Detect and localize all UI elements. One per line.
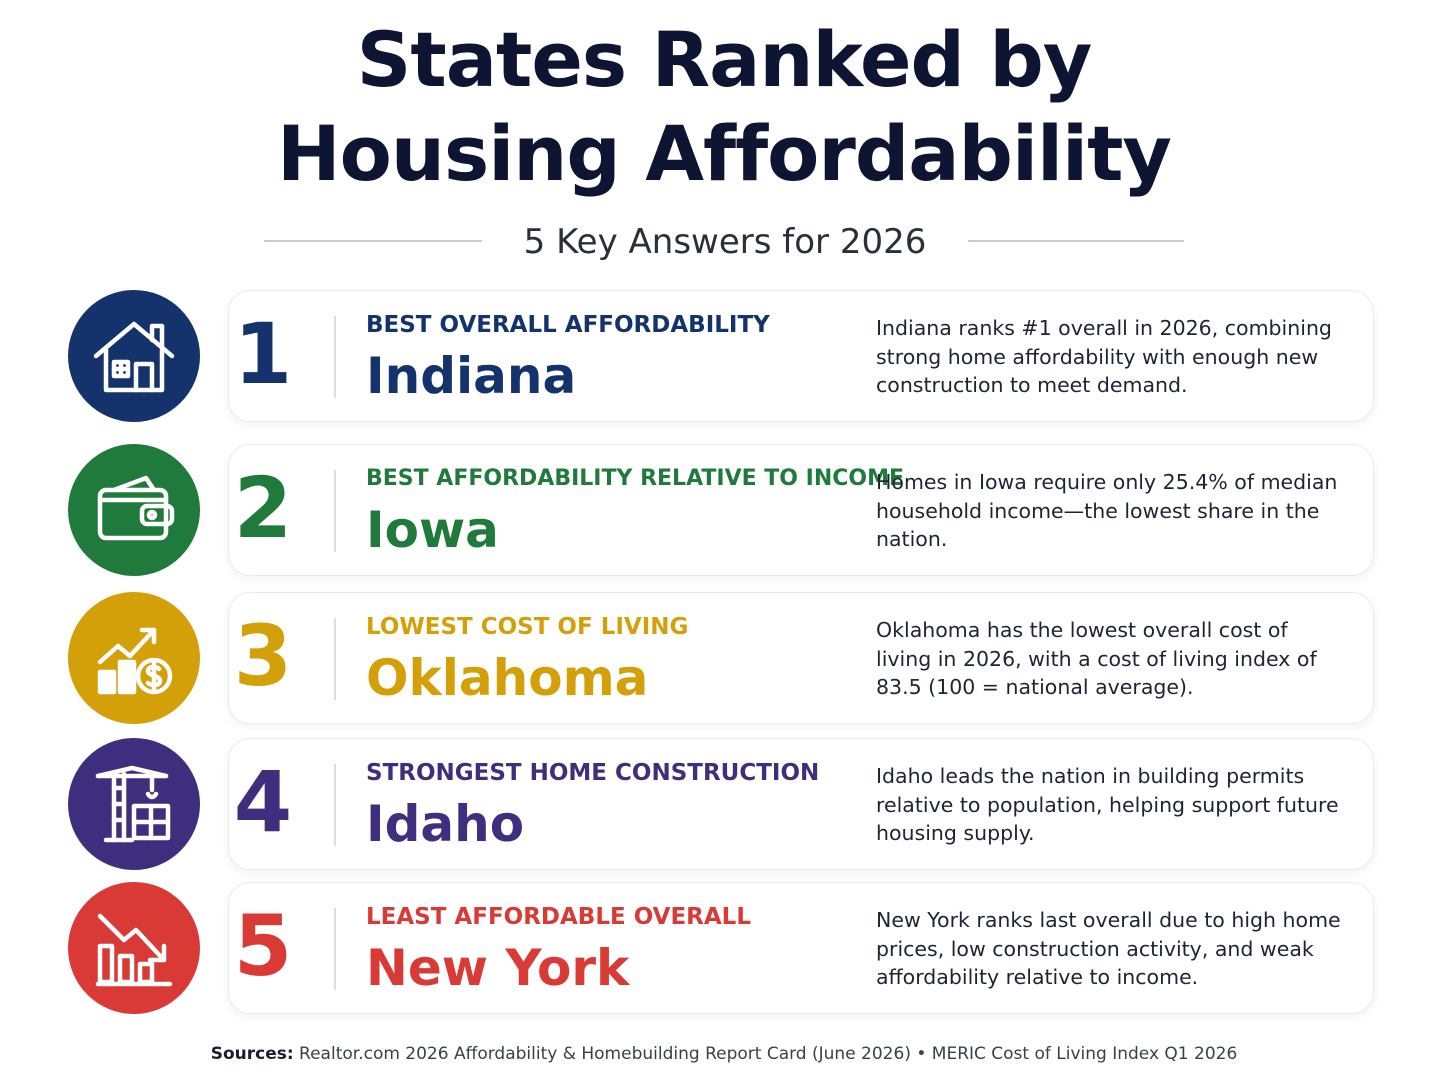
page-title-line-2: Housing Affordability [277,109,1172,198]
crane-icon [68,738,200,870]
rank-divider [334,316,336,398]
item-card [228,592,1374,724]
item-description: Homes in Iowa require only 25.4% of medi… [876,470,1338,551]
rank-divider [334,764,336,846]
subtitle-row: 5 Key Answers for 2026 [0,220,1448,264]
rank-number: 2 [233,459,293,557]
rank-divider [334,618,336,700]
sources-label: Sources: [210,1044,294,1064]
category-label: LEAST AFFORDABLE OVERALL [366,904,751,930]
item-card [228,882,1374,1014]
rank-number: 5 [233,897,293,995]
category-label: STRONGEST HOME CONSTRUCTION [366,760,820,786]
chart-up-dollar-icon [68,592,200,724]
subtitle-rule-left [264,240,482,242]
list-item: 4 STRONGEST HOME CONSTRUCTION Idaho Idah… [0,738,1448,878]
item-description: Idaho leads the nation in building permi… [876,764,1339,845]
item-card [228,738,1374,870]
list-item: 3 LOWEST COST OF LIVING Oklahoma Oklahom… [0,592,1448,732]
rank-divider [334,470,336,552]
wallet-icon [68,444,200,576]
rank-number: 3 [233,607,293,705]
page-title-line-1: States Ranked by [356,15,1093,104]
list-item: 5 LEAST AFFORDABLE OVERALL New York New … [0,882,1448,1022]
rank-number: 4 [233,753,293,851]
category-label: LOWEST COST OF LIVING [366,614,689,640]
item-description: New York ranks last overall due to high … [876,908,1341,989]
state-name: New York [366,939,630,997]
state-name: Indiana [366,347,577,405]
page-subtitle: 5 Key Answers for 2026 [523,222,927,262]
state-name: Oklahoma [366,649,649,707]
house-icon [68,290,200,422]
subtitle-rule-right [968,240,1184,242]
sources-footer: Sources: Realtor.com 2026 Affordability … [0,1040,1448,1068]
list-item: 2 BEST AFFORDABILITY RELATIVE TO INCOME … [0,444,1448,584]
category-label: BEST AFFORDABILITY RELATIVE TO INCOME [366,466,905,491]
state-name: Idaho [366,795,525,853]
rank-divider [334,908,336,990]
state-name: Iowa [366,501,499,559]
chart-down-icon [68,882,200,1014]
item-card [228,444,1374,576]
item-card [228,290,1374,422]
sources-text: Realtor.com 2026 Affordability & Homebui… [299,1044,1238,1064]
rank-number: 1 [233,305,293,403]
category-label: BEST OVERALL AFFORDABILITY [366,312,770,338]
item-description: Indiana ranks #1 overall in 2026, combin… [876,316,1332,397]
item-description: Oklahoma has the lowest overall cost of … [876,618,1317,699]
list-item: 1 BEST OVERALL AFFORDABILITY Indiana Ind… [0,290,1448,430]
